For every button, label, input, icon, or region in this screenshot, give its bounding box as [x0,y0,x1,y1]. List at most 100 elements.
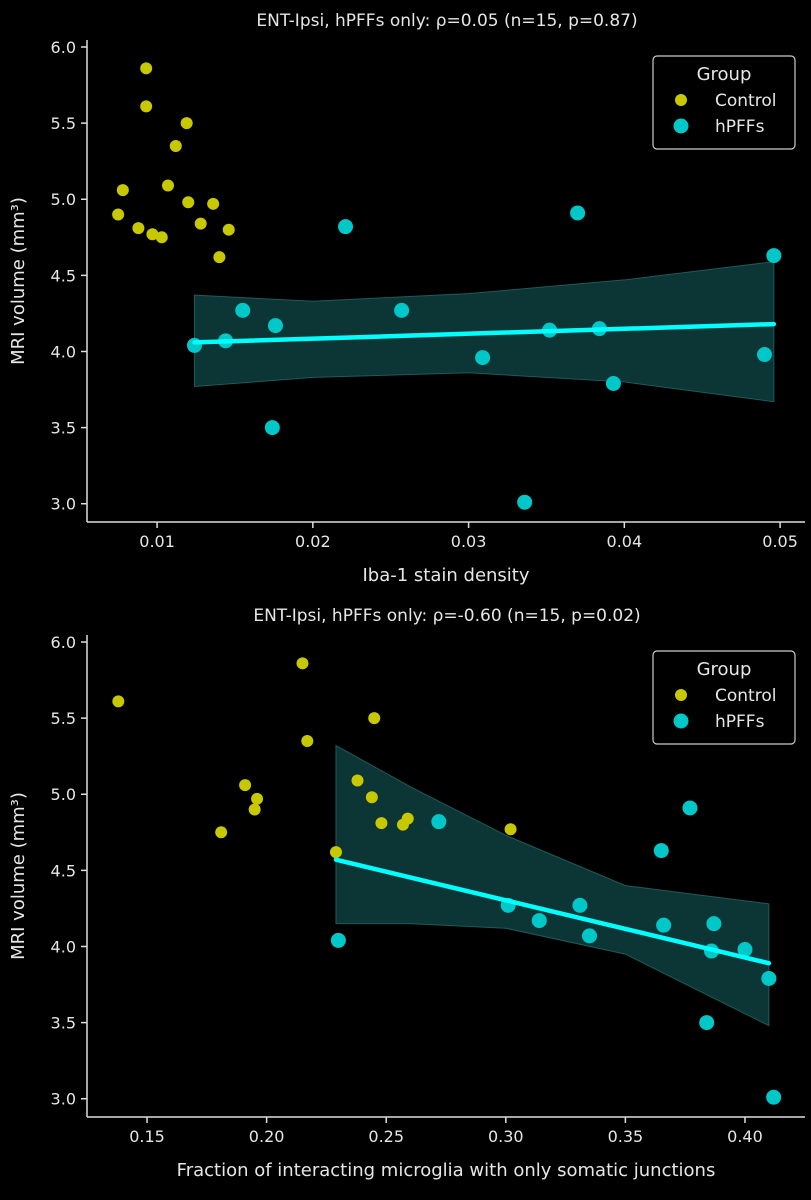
y-tick-label: 4.5 [51,266,76,285]
point-hpffs [267,318,283,334]
point-control [251,792,264,805]
point-hpffs [582,928,598,944]
legend-marker-control [675,94,687,106]
point-hpffs [264,420,280,436]
y-tick-label: 6.0 [51,633,76,652]
x-tick-label: 0.02 [295,532,331,551]
x-tick-label: 0.30 [488,1127,524,1146]
point-hpffs [394,302,410,318]
point-control [146,228,159,241]
y-tick-label: 3.0 [51,495,76,514]
y-tick-label: 3.0 [51,1090,76,1109]
legend-title: Group [697,659,752,680]
point-control [112,695,125,708]
point-hpffs [737,942,753,958]
x-tick-label: 0.25 [368,1127,404,1146]
point-control [504,823,517,836]
legend-marker-hpffs [673,713,689,729]
point-control [155,231,168,244]
legend-label: Control [715,91,776,111]
point-hpffs [761,970,777,986]
point-hpffs [766,248,782,264]
y-tick-label: 6.0 [51,38,76,57]
point-hpffs [431,814,447,830]
point-hpffs [517,494,533,510]
point-hpffs [766,1089,782,1105]
legend-title: Group [697,64,752,85]
legend-box [652,650,796,745]
point-hpffs [330,932,346,948]
y-axis-label: MRI volume (mm³) [8,197,29,365]
point-control [365,791,378,804]
legend-marker-control [675,689,687,701]
point-control [169,139,182,152]
point-control [112,208,125,221]
subplot-1: 0.01 0.02 0.03 0.04 0.05 3.0 3.5 4.0 4.5 5.0 5.5 6.… [8,11,805,586]
point-hpffs [656,917,672,933]
point-control [401,812,414,825]
legend-box [652,55,796,150]
x-tick-label: 0.03 [451,532,487,551]
x-tick-label: 0.15 [129,1127,165,1146]
x-tick-label: 0.20 [249,1127,285,1146]
point-control [215,826,228,839]
point-hpffs [572,897,588,913]
x-axis-label: Iba-1 stain density [362,565,529,586]
point-hpffs [706,916,722,932]
legend: Group Control hPFFs [652,650,796,745]
point-control [182,196,195,209]
legend-marker-hpffs [673,118,689,134]
point-control [329,846,342,859]
legend-label: hPFFs [715,712,765,732]
legend: Group Control hPFFs [652,55,796,150]
point-control [222,223,235,236]
point-hpffs [605,375,621,391]
x-tick-label: 0.35 [608,1127,644,1146]
y-tick-label: 4.5 [51,861,76,880]
point-hpffs [570,205,586,221]
y-tick-label: 4.0 [51,342,76,361]
point-control [132,222,145,235]
chart-title: ENT-Ipsi, hPFFs only: ρ=0.05 (n=15, p=0.… [256,11,637,31]
point-control [351,774,364,787]
point-control [368,712,381,725]
y-tick-label: 5.0 [51,190,76,209]
point-control [116,184,129,197]
x-axis-label: Fraction of interacting microglia with o… [177,1160,716,1181]
chart-title: ENT-Ipsi, hPFFs only: ρ=-0.60 (n=15, p=0… [253,606,640,626]
x-tick-label: 0.40 [727,1127,763,1146]
y-tick-label: 5.0 [51,785,76,804]
point-hpffs [699,1015,715,1031]
subplot-2: 0.15 0.20 0.25 0.30 0.35 0.40 3.0 3.5 4.0 4.5 5.0 5… [8,606,805,1181]
y-tick-label: 4.0 [51,937,76,956]
confidence-band [335,744,770,1027]
point-hpffs [235,302,251,318]
point-hpffs [682,800,698,816]
point-control [140,100,153,113]
regression-line [333,857,772,966]
legend-label: Control [715,686,776,706]
point-control [239,779,252,792]
x-tick-label: 0.01 [139,532,175,551]
point-control [140,62,153,75]
point-control [296,657,309,670]
point-control [161,179,174,192]
y-tick-label: 5.5 [51,709,76,728]
x-tick-label: 0.04 [607,532,643,551]
point-control [207,197,220,210]
y-tick-label: 3.5 [51,419,76,438]
point-control [375,817,388,830]
legend-label: hPFFs [715,117,765,137]
point-control [248,803,261,816]
point-hpffs [653,843,669,859]
point-hpffs [531,913,547,929]
y-tick-label: 3.5 [51,1014,76,1033]
y-axis-label: MRI volume (mm³) [8,792,29,960]
point-hpffs [757,347,773,363]
point-control [213,251,226,264]
point-control [194,217,207,230]
point-hpffs [475,350,491,366]
point-control [301,734,314,747]
x-tick-label: 0.05 [762,532,798,551]
